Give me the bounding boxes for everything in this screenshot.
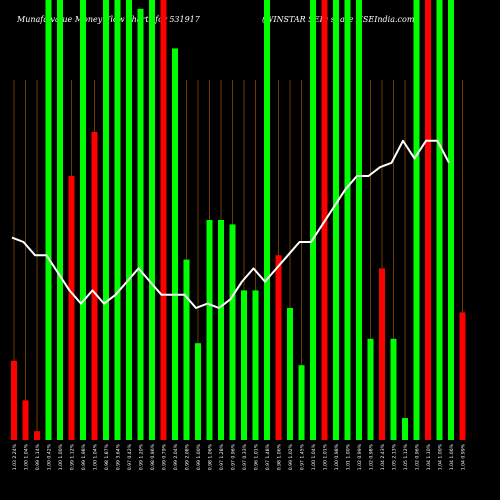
x-tick-label: 0.99 0.79% [162,443,168,470]
bar-up [195,343,201,440]
x-tick-label: 1.05 1.12% [403,443,409,470]
bar-up [310,0,316,440]
x-tick-label: 0.96 1.01% [254,443,260,470]
bar-up [57,0,63,440]
bar-up [287,308,293,440]
bar-up [183,259,190,440]
bar-down [459,312,466,440]
bar-up [45,0,52,440]
x-tick-label: 0.99 1.14% [35,443,41,470]
x-tick-label: 1.02 0.96% [415,443,421,470]
bar-up [172,48,178,441]
x-tick-label: 0.97 0.96% [231,443,237,470]
x-tick-label: 1.00 1.00% [58,443,64,470]
bar-up [448,0,454,440]
x-tick-label: 1.00 1.04% [311,443,317,470]
x-tick-label: 0.97 0.33% [242,443,248,470]
x-tick-label: 1.04 1.00% [438,443,444,470]
bar-up [367,338,374,440]
x-tick-label: 1.00 0.98% [334,443,340,470]
bar-up [298,365,305,440]
bar-up [390,338,397,440]
bar-up [356,0,362,440]
x-tick-label: 1.00 1.04% [93,443,99,470]
x-tick-label: 1.03 2.24% [12,443,18,470]
x-tick-label: 1.05 2.13% [392,443,398,470]
bar-down [11,360,17,440]
bar-down [68,176,75,440]
x-tick-label: 0.99 1.02% [288,443,294,470]
bar-up [264,0,270,440]
bar-up [114,0,121,440]
x-tick-label: 0.98 1.87% [104,443,110,470]
bar-down [22,400,29,440]
bar-up [413,0,420,440]
x-tick-label: 1.04 1.10% [426,443,432,470]
x-tick-label: 0.98 1.06% [277,443,283,470]
x-tick-label: 0.97 1.28% [219,443,225,470]
x-tick-label: 1.04 1.06% [449,443,455,470]
x-tick-label: 1.01 1.00% [346,443,352,470]
x-tick-label: 1.00 0.42% [47,443,53,470]
bar-up [126,0,132,440]
x-tick-label: 0.97 1.48% [265,443,271,470]
bar-up [149,0,155,440]
x-tick-label: 0.97 1.45% [300,443,306,470]
bar-up [436,0,443,440]
bar-up [80,0,86,440]
x-tick-label: 1.02 0.98% [369,443,375,470]
bar-down [160,0,167,440]
bar-up [241,290,247,440]
bar-down [34,431,40,440]
x-tick-label: 0.97 0.42% [127,443,133,470]
money-flow-line [11,139,450,309]
x-tick-label: 1.02 0.99% [357,443,363,470]
bar-up [333,0,339,440]
x-tick-label: 0.99 2.08% [185,443,191,470]
x-tick-label: 1.00 1.01% [323,443,329,470]
bar-up [402,418,408,440]
bar-up [206,220,213,440]
bar-up [137,8,144,441]
bar-down [425,0,431,440]
bar-up [229,224,236,440]
bar-up [103,0,109,440]
x-tick-label: 0.98 0.96% [150,443,156,470]
x-tick-label: 0.99 2.04% [173,443,179,470]
x-tick-label: 0.99 1.12% [70,443,76,470]
bar-up [252,290,259,440]
x-tick-label: 0.99 1.00% [196,443,202,470]
bar-up [218,220,224,440]
x-tick-label: 0.99 1.98% [81,443,87,470]
x-tick-label: 1.04 2.43% [380,443,386,470]
bar-down [91,132,98,440]
bar-down [379,268,385,440]
x-tick-label: 0.99 3.64% [116,443,122,470]
bar-down [275,255,282,440]
bar-up [344,0,351,440]
x-tick-label: 1.04 0.99% [461,443,467,470]
x-tick-label: 1.00 1.04% [24,443,30,470]
x-tick-label: 0.99 1.20% [139,443,145,470]
x-tick-label: 0.98 1.06% [208,443,214,470]
